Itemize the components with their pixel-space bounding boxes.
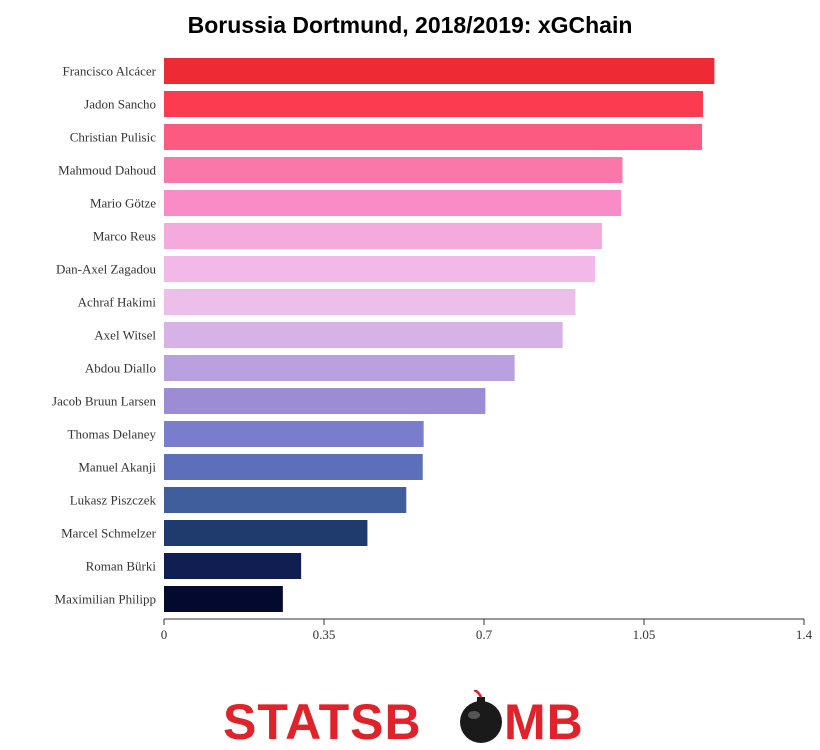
bar bbox=[164, 223, 602, 249]
x-axis: 0 0.35 0.7 1.05 1.4 bbox=[161, 618, 813, 642]
y-tick-label: Christian Pulisic bbox=[70, 130, 157, 145]
chart-title: Borussia Dortmund, 2018/2019: xGChain bbox=[187, 12, 633, 38]
y-tick-label: Roman Bürki bbox=[86, 559, 157, 574]
x-tick-label: 0 bbox=[161, 627, 168, 642]
y-tick-label: Manuel Akanji bbox=[78, 460, 156, 475]
bar bbox=[164, 355, 515, 381]
x-tick-label: 1.05 bbox=[633, 627, 656, 642]
logo-text-right: MB bbox=[504, 694, 584, 746]
bar bbox=[164, 190, 622, 216]
bar bbox=[164, 454, 423, 480]
y-tick-label: Maximilian Philipp bbox=[55, 592, 156, 607]
y-tick-label: Jacob Bruun Larsen bbox=[52, 394, 156, 409]
bar bbox=[164, 256, 596, 282]
y-tick-label: Dan-Axel Zagadou bbox=[56, 262, 156, 277]
y-tick-label: Axel Witsel bbox=[94, 328, 156, 343]
statsbomb-logo: STATSB MB bbox=[223, 690, 584, 746]
bar-chart: Francisco Alcácer Jadon Sancho Christian P… bbox=[52, 58, 813, 642]
bar bbox=[164, 289, 576, 315]
bar bbox=[164, 58, 715, 84]
bars-group bbox=[164, 58, 715, 612]
x-tick-label: 1.4 bbox=[796, 627, 813, 642]
bar bbox=[164, 421, 424, 447]
bar bbox=[164, 388, 486, 414]
y-tick-label: Marcel Schmelzer bbox=[61, 526, 157, 541]
bar bbox=[164, 91, 703, 117]
bar bbox=[164, 586, 283, 612]
y-tick-label: Lukasz Piszczek bbox=[70, 493, 157, 508]
bar bbox=[164, 322, 563, 348]
y-tick-label: Mario Götze bbox=[90, 196, 156, 211]
y-axis-labels: Francisco Alcácer Jadon Sancho Christian P… bbox=[52, 64, 157, 607]
logo-text-left: STATSB bbox=[223, 694, 422, 746]
bomb-icon bbox=[460, 690, 502, 743]
y-tick-label: Jadon Sancho bbox=[84, 97, 156, 112]
bar bbox=[164, 553, 302, 579]
y-tick-label: Achraf Hakimi bbox=[78, 295, 157, 310]
x-tick-label: 0.7 bbox=[476, 627, 493, 642]
y-tick-label: Abdou Diallo bbox=[85, 361, 156, 376]
bar bbox=[164, 487, 407, 513]
y-tick-label: Francisco Alcácer bbox=[63, 64, 157, 79]
x-tick-label: 0.35 bbox=[313, 627, 336, 642]
bar bbox=[164, 157, 623, 183]
y-tick-label: Marco Reus bbox=[93, 229, 156, 244]
y-tick-label: Thomas Delaney bbox=[68, 427, 157, 442]
bar bbox=[164, 520, 368, 546]
y-tick-label: Mahmoud Dahoud bbox=[58, 163, 156, 178]
bar bbox=[164, 124, 703, 150]
